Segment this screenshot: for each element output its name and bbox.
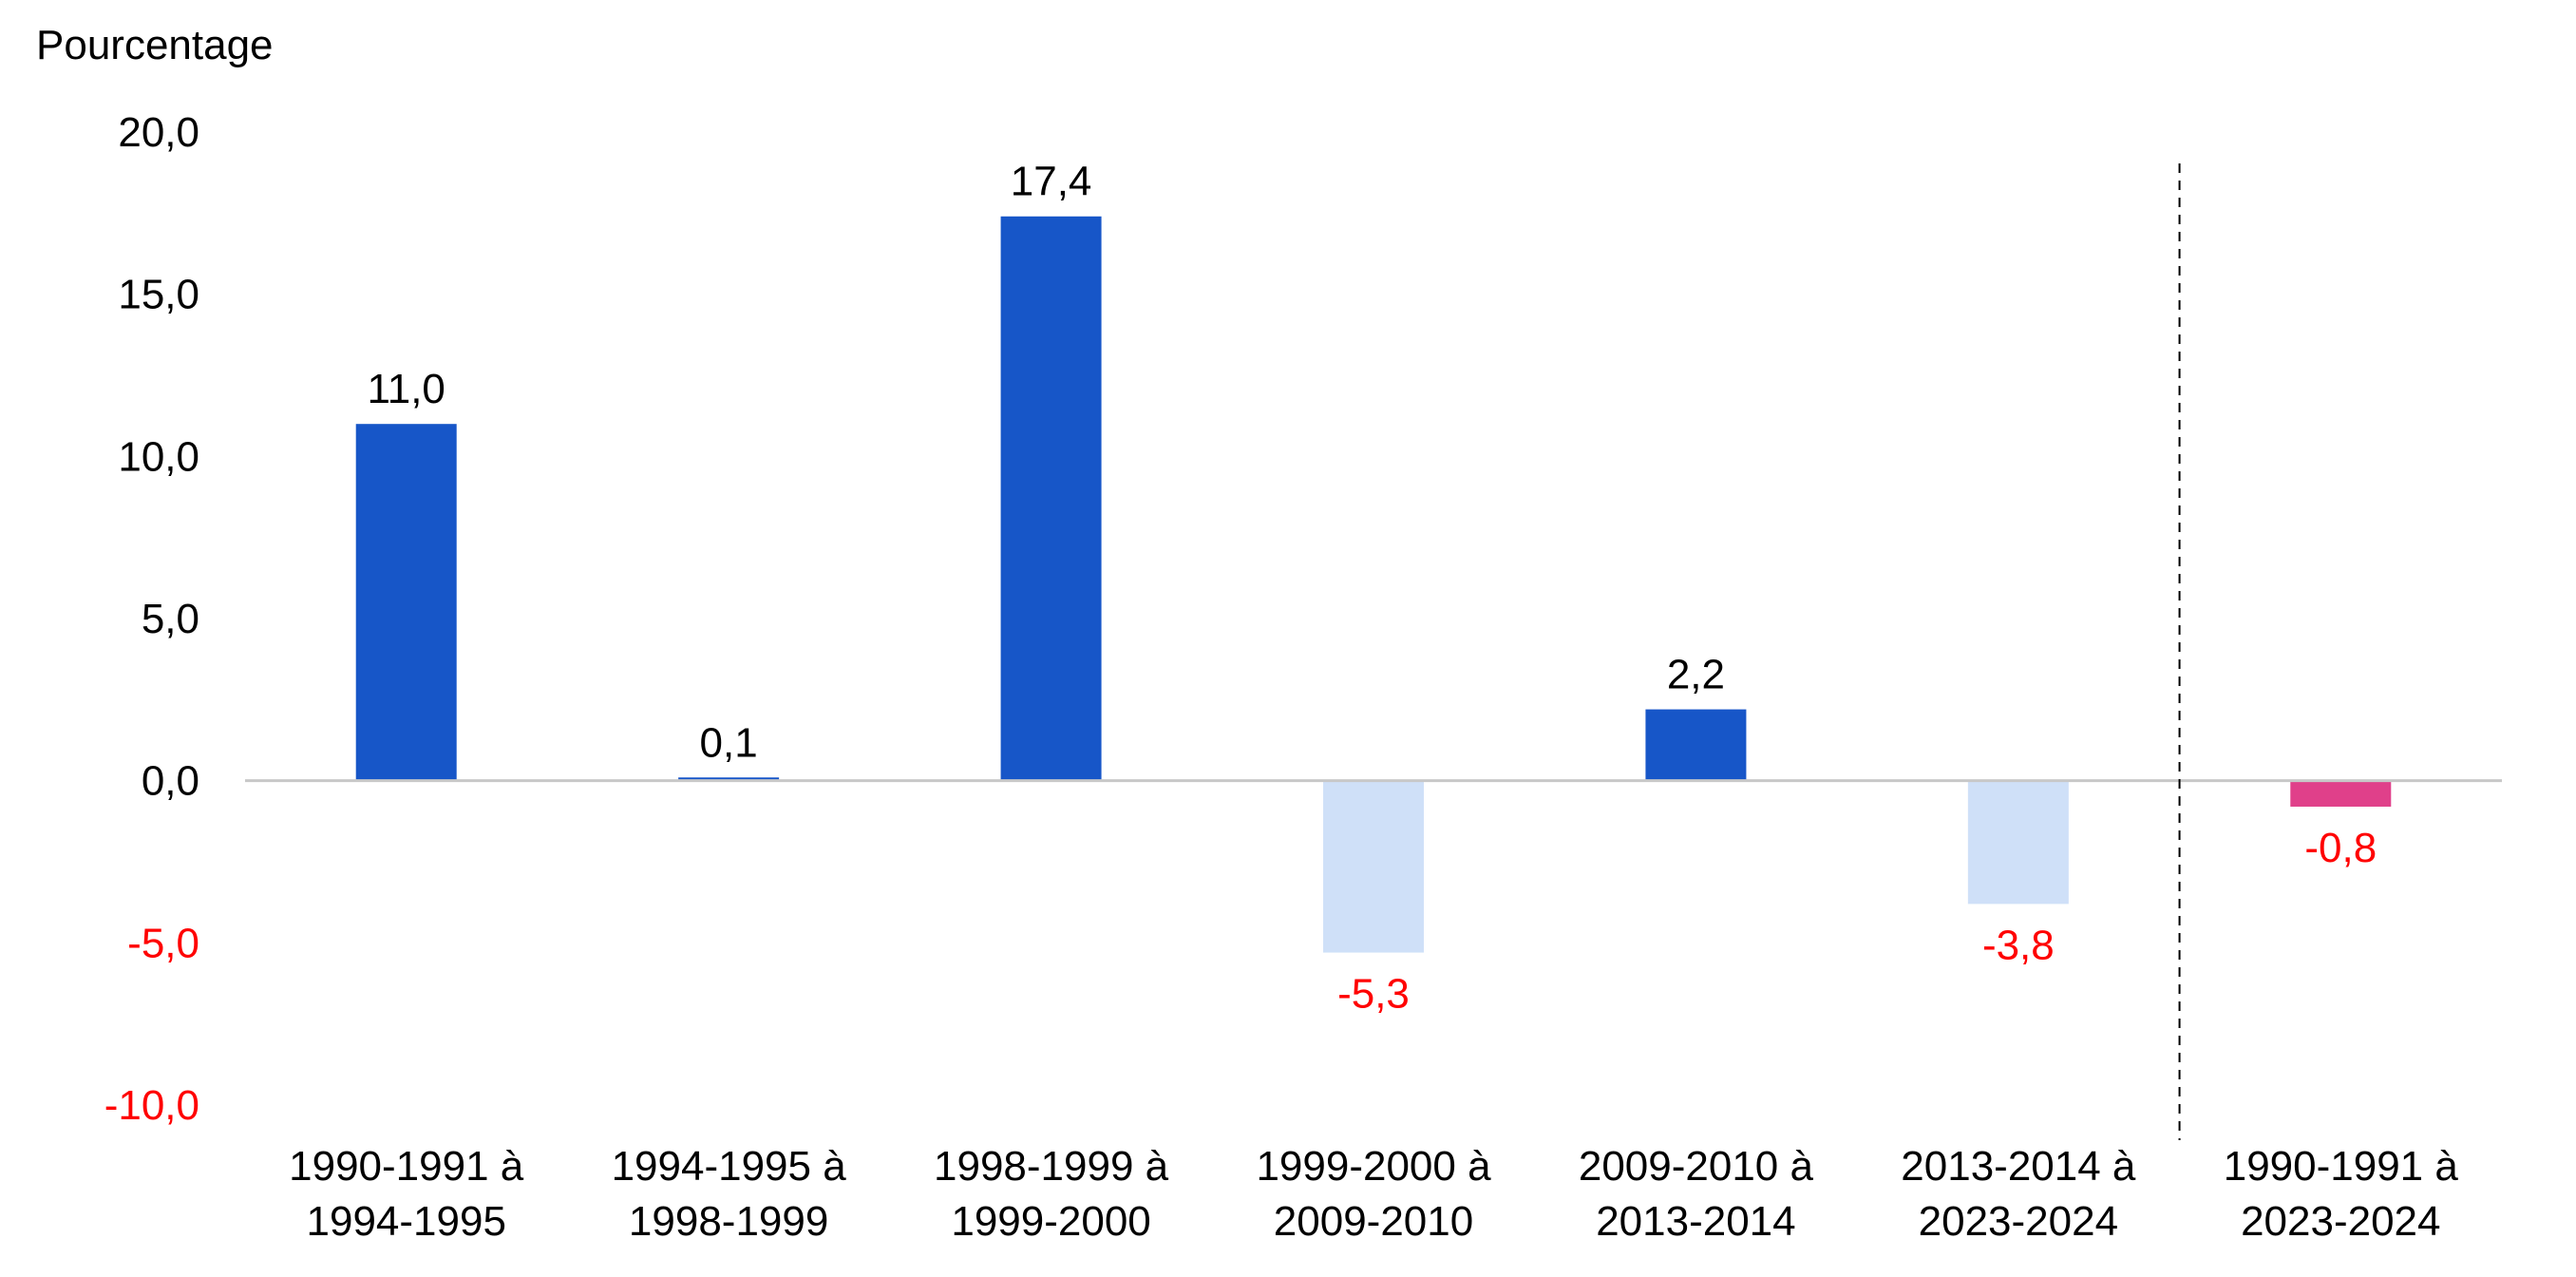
y-axis-label: Pourcentage <box>36 22 274 68</box>
x-category-label: 2023-2024 <box>2241 1198 2440 1245</box>
y-axis-ticks: 20,0 15,0 10,0 5,0 0,0 -5,0 -10,0 <box>104 109 199 1129</box>
bar <box>678 777 780 781</box>
data-label: -0,8 <box>2304 825 2377 871</box>
x-category-label: 1990-1991 à <box>2224 1143 2459 1190</box>
bar <box>1645 709 1747 781</box>
data-label: 17,4 <box>1011 159 1092 205</box>
x-category-label: 2013-2014 à <box>1901 1143 2136 1190</box>
y-tick-label: 10,0 <box>118 433 199 480</box>
bars <box>355 216 2392 953</box>
x-category-label: 1999-2000 à <box>1256 1143 1491 1190</box>
bar <box>1000 216 1102 781</box>
x-category-label: 2013-2014 <box>1596 1198 1795 1245</box>
bar <box>2290 780 2392 807</box>
x-category-label: 2009-2010 <box>1274 1198 1473 1245</box>
y-tick-label: 5,0 <box>142 596 199 642</box>
x-category-label: 1990-1991 à <box>289 1143 524 1190</box>
x-category-label: 1994-1995 à <box>612 1143 847 1190</box>
x-category-label: 2009-2010 à <box>1579 1143 1814 1190</box>
x-axis-categories: 1990-1991 à 1994-1995 1994-1995 à 1998-1999… <box>289 1143 2458 1245</box>
x-category-label: 1998-1999 <box>629 1198 828 1245</box>
x-category-label: 1994-1995 <box>307 1198 506 1245</box>
x-category-label: 2023-2024 <box>1919 1198 2118 1245</box>
x-category-label: 1998-1999 à <box>934 1143 1169 1190</box>
x-category-label: 1999-2000 <box>951 1198 1150 1245</box>
data-label: 2,2 <box>1667 652 1725 698</box>
y-tick-label: -10,0 <box>104 1082 199 1129</box>
data-labels: 11,0 0,1 17,4 -5,3 2,2 -3,8 -0,8 <box>368 159 2377 1018</box>
data-label: 11,0 <box>368 366 445 412</box>
bar <box>355 424 457 781</box>
data-label: -5,3 <box>1337 971 1410 1018</box>
y-tick-label: 15,0 <box>118 272 199 318</box>
bar <box>1967 780 2069 905</box>
data-label: 0,1 <box>700 719 758 766</box>
y-tick-label: 20,0 <box>118 109 199 156</box>
bar <box>1323 780 1424 953</box>
y-tick-label: 0,0 <box>142 758 199 805</box>
y-tick-label: -5,0 <box>127 920 199 966</box>
data-label: -3,8 <box>1982 922 2055 968</box>
